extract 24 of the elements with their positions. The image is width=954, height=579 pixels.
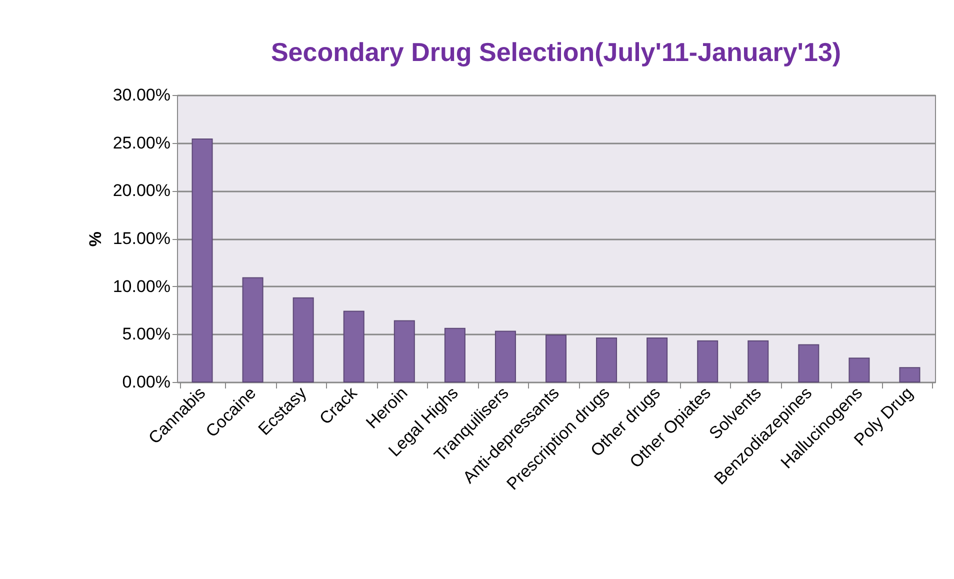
bar: [494, 330, 516, 382]
bar: [242, 277, 264, 382]
bar: [292, 297, 314, 382]
y-axis-title: %: [86, 231, 105, 247]
bar: [546, 334, 566, 382]
y-tick-label: 15.00%: [112, 229, 170, 248]
bar: [848, 358, 870, 382]
y-tick-label: 10.00%: [112, 276, 170, 296]
bar: [394, 320, 415, 382]
bar: [798, 344, 820, 382]
bar: [646, 337, 668, 382]
y-tick-label: 20.00%: [112, 181, 170, 200]
bar: [444, 328, 466, 382]
bar: [748, 340, 769, 382]
bar: [899, 367, 920, 382]
bar: [596, 337, 618, 382]
y-tick-label: 25.00%: [112, 133, 170, 152]
bar: [697, 340, 718, 382]
y-tick-label: 30.00%: [112, 86, 170, 104]
y-tick-label: 5.00%: [122, 324, 170, 344]
y-tick-label: 0.00%: [122, 372, 170, 392]
chart-title: Secondary Drug Selection(July'11-January'13): [270, 37, 842, 67]
bar: [192, 138, 213, 382]
bar: [343, 310, 364, 382]
